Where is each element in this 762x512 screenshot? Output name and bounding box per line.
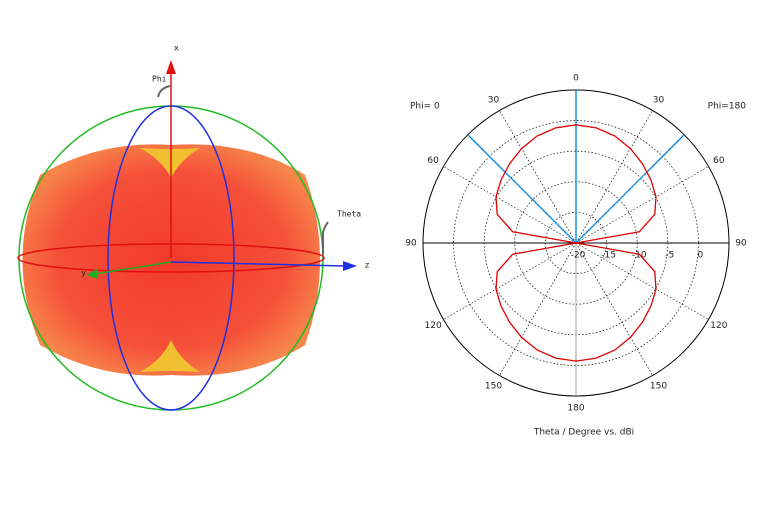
theta-arrow: [322, 221, 329, 255]
spoke: [575, 242, 709, 320]
pattern-curve: [575, 124, 657, 362]
legend-entry: Phi= 0: [410, 102, 440, 112]
phi-label: Phi: [152, 75, 167, 84]
x-arrow: [166, 60, 176, 74]
beam-marker: [575, 134, 685, 244]
theta-tick-label: 60: [713, 156, 725, 166]
r-tick-label: 0: [698, 251, 704, 261]
spoke: [575, 242, 653, 376]
theta-tick-label: 90: [405, 239, 417, 249]
theta-tick-label: 180: [567, 404, 584, 414]
axis-label: x: [174, 44, 179, 53]
theta-tick-label: 120: [710, 321, 727, 331]
spoke: [443, 166, 577, 244]
r-tick-label: -5: [665, 251, 674, 261]
spoke: [443, 242, 577, 320]
r-tick-label: -15: [601, 251, 616, 261]
axis-label: y: [81, 269, 86, 278]
theta-tick-label: 90: [735, 239, 747, 249]
polar-chart: Theta / Degree vs. dBi 0 30 30 60 60 90 90 120 1…: [405, 74, 747, 438]
theta-tick-label: 30: [653, 96, 665, 106]
pattern-dimple: [140, 340, 200, 372]
theta-tick-label: 30: [488, 96, 500, 106]
pattern-3d: [22, 144, 320, 376]
chart-title: Theta / Degree vs. dBi: [533, 428, 634, 438]
y-arrow: [86, 269, 98, 279]
r-tick-label: -20: [571, 251, 586, 261]
spoke: [575, 166, 709, 244]
theta-label: Theta: [337, 210, 361, 219]
theta-tick-label: 150: [650, 381, 667, 391]
r-tick-label: -10: [632, 251, 647, 261]
legend-entry: Phi=180: [708, 102, 747, 112]
spoke: [575, 110, 653, 244]
phi-arrow: [157, 85, 171, 98]
z-arrow: [343, 261, 357, 271]
theta-tick-label: 60: [427, 156, 439, 166]
y-axis: [94, 261, 172, 275]
axis-label: z: [365, 261, 369, 270]
pattern-dimple: [140, 148, 200, 178]
theta-tick-label: 150: [485, 381, 502, 391]
spoke: [499, 110, 577, 244]
theta-tick-label: 0: [573, 74, 579, 84]
z-axis: [170, 261, 346, 267]
view-3d: x y z Phi Theta: [17, 44, 369, 411]
theta-tick-label: 120: [425, 321, 442, 331]
beam-marker: [467, 134, 577, 244]
spoke: [499, 242, 577, 376]
